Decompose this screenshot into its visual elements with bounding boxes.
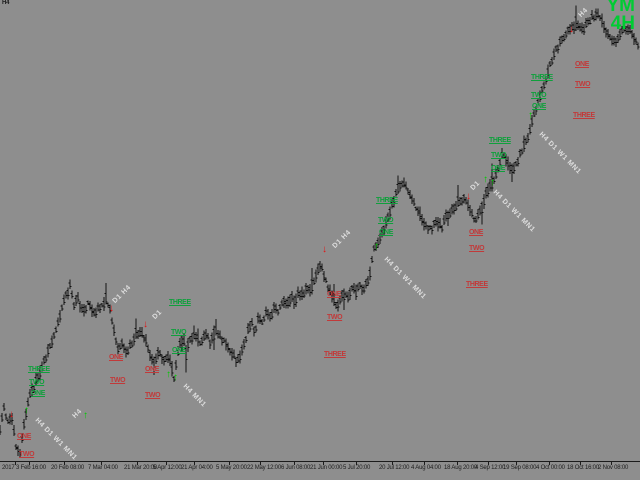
sell-target-label[interactable]: TWO — [145, 392, 161, 399]
time-axis-label: 21 Jun 00:00 — [310, 465, 343, 471]
time-axis-label: 18 Aug 20:00 — [444, 465, 477, 471]
buy-arrow-icon[interactable]: ↑ — [483, 174, 488, 185]
buy-arrow-icon[interactable]: ↑ — [166, 369, 171, 380]
time-axis-tick — [457, 462, 458, 465]
time-axis-tick — [64, 462, 65, 465]
sell-target-label[interactable]: ONE — [145, 366, 159, 373]
sell-target-label[interactable]: TWO — [469, 245, 485, 252]
sell-target-label[interactable]: ONE — [575, 61, 589, 68]
buy-target-label[interactable]: THREE — [531, 74, 553, 81]
buy-arrow-icon[interactable]: ↑ — [24, 405, 29, 416]
time-axis-label: 6 Jun 08:00 — [281, 465, 311, 471]
time-axis-label: 4 Oct 00:00 — [536, 465, 565, 471]
time-axis-tick — [323, 462, 324, 465]
buy-target-label[interactable]: ONE — [172, 347, 186, 354]
sell-arrow-icon[interactable]: ↓ — [143, 319, 148, 330]
sell-arrow-icon[interactable]: ↓ — [9, 409, 14, 420]
time-axis-tick — [424, 462, 425, 465]
watermark-timeframe: 4H — [610, 13, 635, 34]
buy-target-label[interactable]: THREE — [169, 299, 191, 306]
buy-arrow-icon[interactable]: ↑ — [528, 110, 533, 121]
time-axis-tick — [166, 462, 167, 465]
buy-target-label[interactable]: ONE — [31, 390, 45, 397]
sell-target-label[interactable]: TWO — [19, 451, 35, 458]
time-axis-label: 20 Feb 08:00 — [51, 465, 84, 471]
time-axis-label: 4 Aug 04:00 — [411, 465, 441, 471]
time-axis-label: 5 Jul 20:00 — [343, 465, 371, 471]
time-axis-label: 3 Feb 16:00 — [16, 465, 46, 471]
sell-target-label[interactable]: ONE — [469, 229, 483, 236]
buy-arrow-icon[interactable]: ↑ — [374, 241, 379, 252]
time-axis-tick — [294, 462, 295, 465]
sell-target-label[interactable]: TWO — [575, 81, 591, 88]
time-axis-tick — [392, 462, 393, 465]
buy-target-label[interactable]: TWO — [531, 92, 547, 99]
time-axis-tick — [101, 462, 102, 465]
time-axis-tick — [29, 462, 30, 465]
buy-arrow-icon[interactable]: ↑ — [173, 372, 178, 383]
time-axis-label: 4 Sep 12:00 — [475, 465, 506, 471]
buy-arrow-icon[interactable]: ↑ — [490, 177, 495, 188]
time-axis-label: 21 Mar 20:00 — [124, 465, 157, 471]
time-axis-label: 21 Apr 04:00 — [181, 465, 213, 471]
sell-target-label[interactable]: THREE — [573, 112, 595, 119]
sell-arrow-icon[interactable]: ↓ — [322, 244, 327, 255]
ohlc-price-bars — [0, 5, 640, 457]
sell-target-label[interactable]: ONE — [17, 433, 31, 440]
sell-arrow-icon[interactable]: ↓ — [569, 24, 574, 35]
buy-target-label[interactable]: ONE — [379, 229, 393, 236]
sell-target-label[interactable]: ONE — [109, 354, 123, 361]
time-axis-label: 22 May 12:00 — [247, 465, 281, 471]
buy-target-label[interactable]: THREE — [376, 197, 398, 204]
buy-target-label[interactable]: TWO — [171, 329, 187, 336]
time-axis-tick — [549, 462, 550, 465]
sell-target-label[interactable]: TWO — [110, 377, 126, 384]
sell-target-label[interactable]: THREE — [324, 351, 346, 358]
time-axis-tick — [580, 462, 581, 465]
buy-target-label[interactable]: TWO — [491, 152, 507, 159]
buy-target-label[interactable]: ONE — [532, 103, 546, 110]
time-axis-tick — [194, 462, 195, 465]
buy-target-label[interactable]: THREE — [28, 366, 50, 373]
buy-target-label[interactable]: TWO — [29, 379, 45, 386]
sell-arrow-icon[interactable]: ↓ — [109, 303, 114, 314]
sell-target-label[interactable]: THREE — [466, 281, 488, 288]
sell-target-label[interactable]: TWO — [327, 314, 343, 321]
time-axis-tick — [137, 462, 138, 465]
time-axis-tick — [516, 462, 517, 465]
chart-symbol-period-label: H4 — [2, 0, 10, 6]
time-axis-tick — [229, 462, 230, 465]
time-axis-label: 7 Mar 04:00 — [88, 465, 118, 471]
watermark-symbol: YM — [606, 0, 636, 16]
time-axis-label: 2 Nov 08:00 — [598, 465, 629, 471]
time-axis-label: 18 Oct 16:00 — [567, 465, 599, 471]
time-axis[interactable]: 2017 3 Feb 16:00 20 Feb 08:00 7 Mar 04:00 21… — [0, 461, 640, 480]
buy-target-label[interactable]: THREE — [489, 137, 511, 144]
time-axis-label: 20 Jul 12:00 — [379, 465, 410, 471]
time-axis-tick — [15, 462, 16, 465]
price-chart-surface[interactable] — [0, 0, 640, 461]
time-axis-label: 2017 — [2, 465, 15, 471]
time-axis-tick — [356, 462, 357, 465]
sell-target-label[interactable]: ONE — [327, 291, 341, 298]
time-axis-tick — [260, 462, 261, 465]
time-axis-label: 5 Apr 12:00 — [153, 465, 182, 471]
buy-target-label[interactable]: TWO — [378, 217, 394, 224]
buy-target-label[interactable]: ONE — [491, 165, 505, 172]
watermark: YM 4H — [607, 0, 636, 33]
time-axis-label: 5 May 20:00 — [216, 465, 247, 471]
time-axis-label: 19 Sep 08:00 — [503, 465, 537, 471]
time-axis-tick — [611, 462, 612, 465]
sell-arrow-icon[interactable]: ↓ — [466, 191, 471, 202]
buy-arrow-icon[interactable]: ↑ — [83, 410, 88, 421]
time-axis-tick — [488, 462, 489, 465]
